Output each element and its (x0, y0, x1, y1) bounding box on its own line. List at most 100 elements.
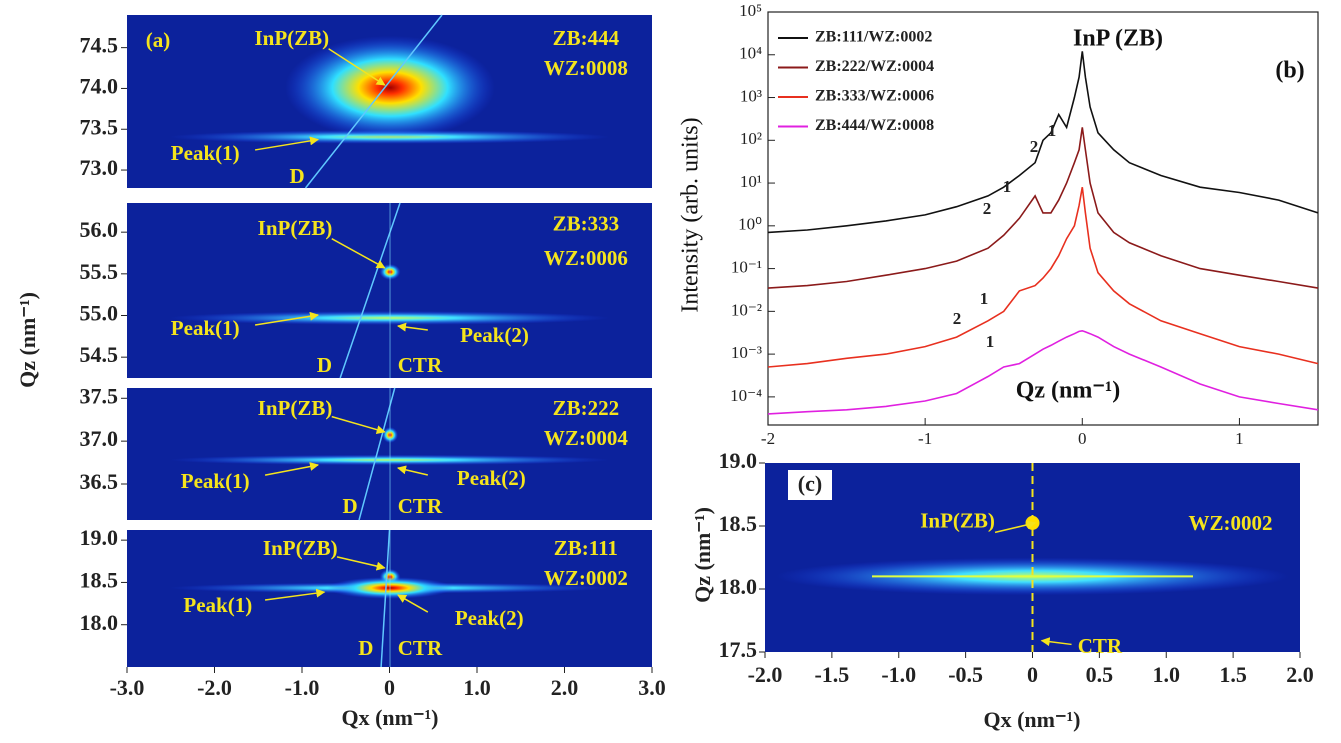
y-tick-label: 36.5 (80, 469, 119, 494)
annotation: D (317, 353, 332, 377)
y-tick-label: 10³ (740, 86, 762, 105)
x-tick-label: -1.0 (881, 662, 916, 687)
line-series (767, 329, 1319, 415)
annotation: InP(ZB) (255, 26, 330, 50)
annotation: Peak(1) (183, 593, 252, 617)
y-axis-label: Qz (nm⁻¹) (690, 507, 715, 603)
y-tick-label: 73.0 (80, 155, 119, 180)
y-tick-label: 19.0 (80, 525, 119, 550)
annotation-arrow (336, 556, 386, 571)
x-axis-label: Qx (nm⁻¹) (341, 705, 438, 730)
d-line (380, 529, 391, 668)
y-tick-label: 10² (740, 129, 762, 148)
y-tick-label: 18.0 (719, 574, 758, 599)
x-tick-label: 0 (1027, 662, 1038, 687)
line-series (767, 51, 1319, 234)
y-tick-label: 10⁻¹ (731, 257, 762, 276)
peak-label: 2 (953, 309, 962, 328)
y-tick-label: 10¹ (740, 172, 762, 191)
annotation: ZB:222 (553, 396, 620, 420)
plot-frame (767, 11, 1319, 426)
legend-label: ZB:222/WZ:0004 (815, 58, 934, 75)
annotation-arrow (254, 311, 319, 326)
y-tick-label: 73.5 (80, 114, 119, 139)
y-axis-label: Intensity (arb. units) (678, 117, 704, 312)
annotation: D (343, 494, 358, 518)
chart-title: InP (ZB) (1073, 26, 1163, 52)
annotation-arrow (264, 588, 326, 601)
y-tick-label: 55.5 (80, 259, 119, 284)
label-box (788, 470, 832, 500)
y-axis-label: Qz (nm⁻¹) (15, 292, 40, 388)
x-axis-label: Qx (nm⁻¹) (983, 707, 1080, 732)
peak-glow (285, 35, 496, 140)
x-tick-label: 2.0 (1286, 662, 1314, 687)
legend-label: ZB:333/WZ:0006 (815, 88, 934, 105)
annotation: D (358, 636, 373, 660)
x-tick-label: 1.5 (1219, 662, 1247, 687)
y-tick-label: 10⁴ (739, 44, 762, 63)
x-tick-label: -1.0 (285, 675, 320, 700)
panel-label: (a) (146, 28, 171, 52)
peak-label: 1 (986, 332, 995, 351)
annotation: Peak(1) (171, 141, 240, 165)
y-tick-label: 10⁵ (739, 1, 762, 20)
annotation: WZ:0004 (544, 426, 629, 450)
x-axis-label: Qz (nm⁻¹) (1016, 378, 1121, 404)
annotation: Peak(1) (171, 316, 240, 340)
legend-label: ZB:111/WZ:0002 (815, 29, 932, 46)
y-tick-label: 18.5 (719, 511, 758, 536)
annotation-arrow (331, 415, 386, 435)
x-tick-label: -2.0 (748, 662, 783, 687)
annotation: ZB:333 (553, 212, 620, 236)
annotation: InP(ZB) (258, 216, 333, 240)
legend-label: ZB:444/WZ:0008 (815, 117, 934, 134)
x-tick-label: 1.0 (1153, 662, 1181, 687)
annotation: CTR (398, 494, 443, 518)
y-tick-label: 37.5 (80, 383, 119, 408)
peak-label: 1 (1048, 121, 1057, 140)
y-tick-label: 18.5 (80, 567, 119, 592)
x-tick-label: 1 (1235, 429, 1244, 448)
x-tick-label: -2.0 (197, 675, 232, 700)
x-tick-label: 0.5 (1086, 662, 1114, 687)
y-tick-label: 10⁻² (731, 300, 762, 319)
annotation: InP(ZB) (920, 509, 995, 533)
y-tick-label: 74.5 (80, 33, 119, 58)
x-tick-label: -1 (918, 429, 932, 448)
annotation-arrow (397, 322, 428, 332)
x-tick-label: -0.5 (948, 662, 983, 687)
annotation: CTR (398, 636, 443, 660)
annotation: ZB:444 (553, 26, 620, 50)
panel-label: (c) (798, 471, 822, 496)
y-tick-label: 18.0 (80, 610, 119, 635)
y-tick-label: 55.0 (80, 301, 119, 326)
annotation-arrow (254, 136, 319, 151)
annotation: WZ:0006 (544, 246, 628, 270)
annotation: Peak(2) (455, 606, 524, 630)
annotation-arrow (397, 465, 428, 476)
y-tick-label: 17.5 (719, 637, 758, 662)
x-tick-label: -3.0 (110, 675, 145, 700)
annotation: WZ:0008 (544, 56, 628, 80)
annotation: WZ:0002 (1188, 511, 1272, 535)
annotation-arrow (1040, 637, 1072, 647)
y-tick-label: 74.0 (80, 73, 119, 98)
x-tick-label: 0 (384, 675, 395, 700)
peak-label: 2 (983, 199, 992, 218)
x-tick-label: 0 (1078, 429, 1087, 448)
y-tick-label: 54.5 (80, 342, 119, 367)
annotation-arrow (328, 48, 386, 86)
line-series (767, 127, 1319, 289)
peak-label: 2 (1030, 137, 1039, 156)
annotation: InP(ZB) (263, 536, 338, 560)
y-tick-label: 19.0 (719, 448, 758, 473)
y-tick-label: 56.0 (80, 217, 119, 242)
d-line (304, 14, 443, 189)
annotation-arrow (331, 238, 386, 269)
annotation: ZB:111 (554, 536, 618, 560)
peak-label: 1 (980, 289, 989, 308)
annotation: D (290, 164, 305, 188)
annotation: WZ:0002 (544, 566, 628, 590)
